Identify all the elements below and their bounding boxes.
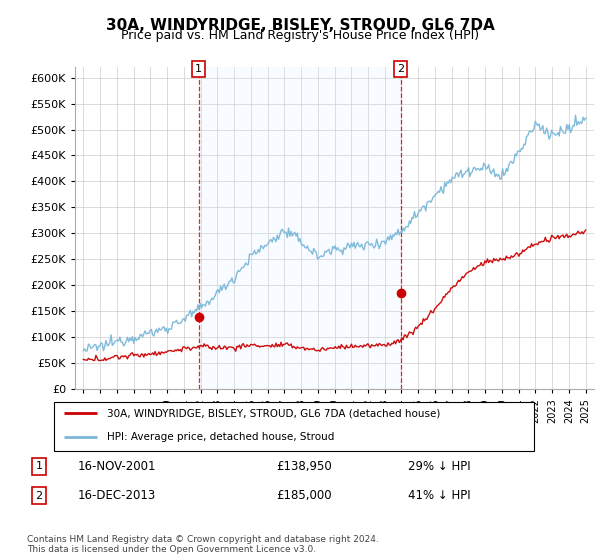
Text: 1: 1 xyxy=(195,64,202,74)
Text: 16-DEC-2013: 16-DEC-2013 xyxy=(78,489,156,502)
Text: 16-NOV-2001: 16-NOV-2001 xyxy=(78,460,157,473)
Text: 2: 2 xyxy=(35,491,43,501)
Text: HPI: Average price, detached house, Stroud: HPI: Average price, detached house, Stro… xyxy=(107,432,334,442)
Text: 41% ↓ HPI: 41% ↓ HPI xyxy=(408,489,470,502)
Text: 1: 1 xyxy=(35,461,43,472)
Text: £138,950: £138,950 xyxy=(276,460,332,473)
Text: 30A, WINDYRIDGE, BISLEY, STROUD, GL6 7DA (detached house): 30A, WINDYRIDGE, BISLEY, STROUD, GL6 7DA… xyxy=(107,408,440,418)
Text: 29% ↓ HPI: 29% ↓ HPI xyxy=(408,460,470,473)
Text: Contains HM Land Registry data © Crown copyright and database right 2024.
This d: Contains HM Land Registry data © Crown c… xyxy=(27,535,379,554)
Text: £185,000: £185,000 xyxy=(276,489,332,502)
Text: 30A, WINDYRIDGE, BISLEY, STROUD, GL6 7DA: 30A, WINDYRIDGE, BISLEY, STROUD, GL6 7DA xyxy=(106,18,494,33)
Text: 2: 2 xyxy=(397,64,404,74)
Text: Price paid vs. HM Land Registry's House Price Index (HPI): Price paid vs. HM Land Registry's House … xyxy=(121,29,479,42)
Bar xyxy=(199,67,401,389)
